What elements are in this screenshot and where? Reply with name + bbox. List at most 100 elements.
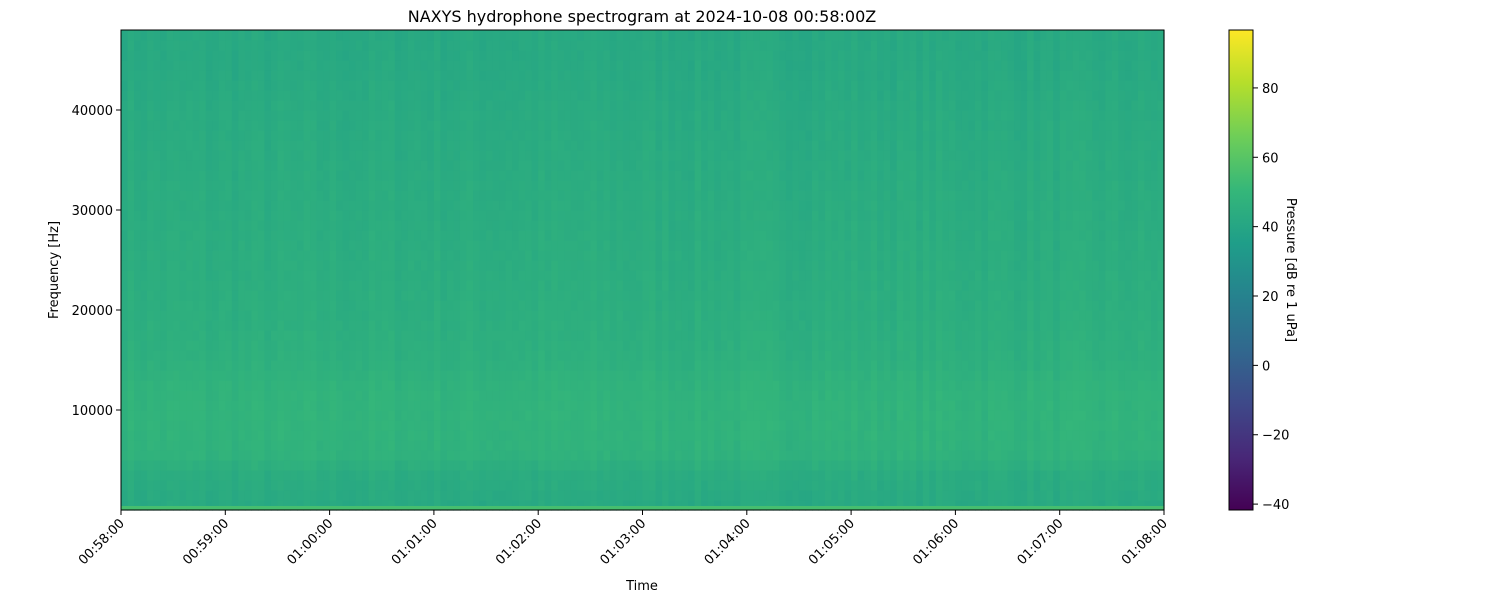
heatmap-cell: [994, 310, 1002, 321]
heatmap-cell: [238, 490, 246, 501]
heatmap-cell: [362, 260, 370, 271]
heatmap-cell: [557, 200, 565, 211]
heatmap-cell: [622, 390, 631, 401]
heatmap-cell: [466, 230, 474, 241]
heatmap-cell: [590, 230, 598, 241]
heatmap-cell: [649, 450, 657, 461]
heatmap-cell: [649, 270, 657, 281]
heatmap-cell: [616, 440, 624, 451]
heatmap-cell: [388, 430, 396, 441]
heatmap-cell: [297, 420, 305, 431]
heatmap-cell: [707, 500, 715, 511]
heatmap-cell: [1124, 400, 1133, 411]
heatmap-cell: [622, 230, 631, 241]
heatmap-cell: [316, 290, 324, 301]
heatmap-cell: [570, 330, 578, 341]
heatmap-cell: [173, 340, 181, 351]
heatmap-cell: [427, 310, 435, 321]
heatmap-cell: [929, 200, 937, 211]
heatmap-cell: [688, 250, 696, 261]
heatmap-cell: [407, 240, 415, 251]
heatmap-cell: [838, 270, 846, 281]
heatmap-cell: [316, 370, 324, 381]
heatmap-cell: [173, 240, 181, 251]
heatmap-cell: [668, 240, 676, 251]
heatmap-cell: [310, 480, 318, 491]
heatmap-cell: [583, 340, 591, 351]
heatmap-cell: [544, 320, 552, 331]
heatmap-cell: [948, 460, 956, 471]
heatmap-cell: [147, 390, 155, 401]
heatmap-cell: [583, 210, 591, 221]
heatmap-cell: [961, 200, 970, 211]
heatmap-cell: [1085, 440, 1093, 451]
heatmap-cell: [440, 500, 448, 511]
heatmap-cell: [733, 440, 741, 451]
heatmap-cell: [785, 490, 794, 501]
heatmap-cell: [420, 460, 428, 471]
heatmap-cell: [551, 360, 559, 371]
heatmap-cell: [1072, 340, 1080, 351]
heatmap-cell: [368, 200, 376, 211]
heatmap-cell: [955, 500, 963, 511]
heatmap-cell: [896, 380, 904, 391]
heatmap-cell: [251, 420, 259, 431]
heatmap-cell: [825, 220, 833, 231]
heatmap-cell: [1118, 360, 1126, 371]
heatmap-cell: [355, 210, 363, 221]
heatmap-cell: [283, 290, 292, 301]
heatmap-cell: [538, 370, 546, 381]
heatmap-cell: [740, 240, 748, 251]
heatmap-cell: [381, 360, 389, 371]
heatmap-cell: [1046, 340, 1054, 351]
heatmap-cell: [844, 430, 852, 441]
heatmap-cell: [811, 240, 820, 251]
heatmap-cell: [1131, 210, 1139, 221]
heatmap-cell: [707, 210, 715, 221]
heatmap-cell: [518, 420, 526, 431]
heatmap-cell: [864, 260, 872, 271]
heatmap-cell: [922, 400, 930, 411]
heatmap-cell: [1066, 460, 1074, 471]
heatmap-cell: [1059, 440, 1067, 451]
heatmap-cell: [505, 200, 513, 211]
heatmap-cell: [974, 380, 983, 391]
heatmap-cell: [603, 370, 611, 381]
heatmap-cell: [655, 500, 663, 511]
heatmap-cell: [231, 460, 239, 471]
heatmap-cell: [407, 380, 415, 391]
heatmap-cell: [1040, 400, 1048, 411]
heatmap-cell: [942, 240, 950, 251]
heatmap-cell: [414, 280, 422, 291]
heatmap-cell: [857, 380, 865, 391]
heatmap-cell: [603, 310, 611, 321]
heatmap-cell: [355, 200, 363, 211]
heatmap-cell: [173, 200, 181, 211]
heatmap-cell: [459, 420, 468, 431]
heatmap-cell: [831, 250, 839, 261]
heatmap-cell: [877, 480, 885, 491]
heatmap-cell: [401, 260, 409, 271]
heatmap-cell: [811, 270, 820, 281]
heatmap-cell: [316, 270, 324, 281]
heatmap-cell: [707, 260, 715, 271]
heatmap-cell: [251, 310, 259, 321]
heatmap-cell: [140, 230, 148, 241]
heatmap-cell: [1020, 350, 1028, 361]
heatmap-cell: [342, 300, 350, 311]
heatmap-cell: [759, 390, 767, 401]
heatmap-cell: [994, 340, 1002, 351]
heatmap-cell: [173, 350, 181, 361]
heatmap-cell: [603, 270, 611, 281]
heatmap-cell: [388, 350, 396, 361]
heatmap-cell: [968, 450, 976, 461]
heatmap-cell: [329, 490, 337, 501]
heatmap-cell: [257, 330, 266, 341]
heatmap-cell: [381, 270, 389, 281]
heatmap-cell: [1137, 430, 1146, 441]
heatmap-cell: [538, 310, 546, 321]
heatmap-cell: [1020, 470, 1028, 481]
heatmap-cell: [1046, 370, 1054, 381]
heatmap-cell: [857, 300, 865, 311]
heatmap-cell: [492, 270, 500, 281]
